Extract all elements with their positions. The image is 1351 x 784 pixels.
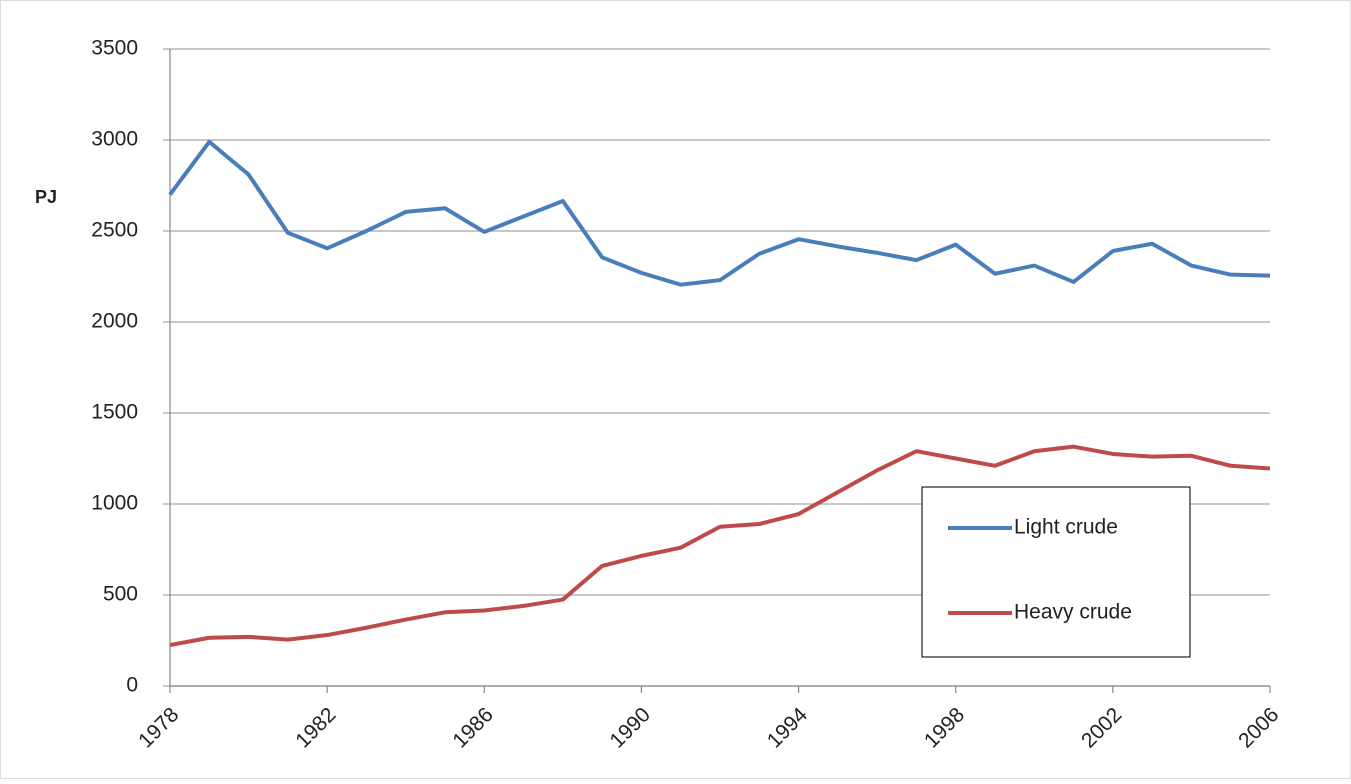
y-tick-label: 1000: [91, 492, 138, 515]
y-tick-label: 0: [126, 674, 138, 697]
y-tick-label: 2000: [91, 310, 138, 333]
y-tick-label: 1500: [91, 401, 138, 424]
y-tick-label: 3500: [91, 37, 138, 60]
y-axis-label: PJ: [35, 187, 57, 207]
legend-label: Light crude: [1014, 516, 1118, 539]
y-tick-label: 500: [103, 583, 138, 606]
y-tick-label: 2500: [91, 219, 138, 242]
legend-label: Heavy crude: [1014, 601, 1132, 624]
line-series: [168, 139, 1271, 287]
y-tick-label: 3000: [91, 128, 138, 151]
legend-box: [921, 486, 1191, 658]
line-series: [169, 444, 1271, 648]
